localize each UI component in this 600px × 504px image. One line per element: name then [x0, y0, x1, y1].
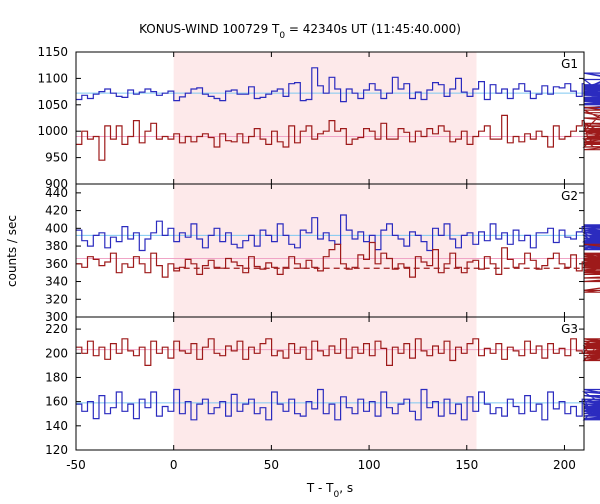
x-tick-label: 0 — [170, 458, 178, 472]
y-tick-label: 300 — [45, 310, 68, 324]
y-tick-label: 1050 — [37, 98, 68, 112]
y-axis-label: counts / sec — [5, 215, 19, 287]
count-rate-histogram — [76, 388, 600, 421]
y-tick-label: 420 — [45, 204, 68, 218]
highlight-interval — [173, 52, 477, 450]
x-tick-label: 50 — [264, 458, 279, 472]
y-tick-label: 120 — [45, 443, 68, 457]
y-tick-label: 360 — [45, 257, 68, 271]
y-tick-label: 380 — [45, 239, 68, 253]
y-tick-label: 1150 — [37, 45, 68, 59]
count-rate-histogram — [76, 241, 600, 293]
y-tick-label: 1100 — [37, 71, 68, 85]
y-tick-label: 900 — [45, 177, 68, 191]
y-tick-label: 340 — [45, 275, 68, 289]
panel-label: G3 — [561, 322, 578, 336]
chart-title: KONUS-WIND 100729 T0 = 42340s UT (11:45:… — [139, 22, 461, 41]
panel-label: G1 — [561, 57, 578, 71]
count-rate-histogram — [76, 106, 600, 161]
panel-label: G2 — [561, 189, 578, 203]
y-tick-label: 440 — [45, 186, 68, 200]
x-axis-label: T - T0, s — [306, 481, 353, 500]
x-tick-label: 150 — [455, 458, 478, 472]
x-tick-label: -50 — [66, 458, 86, 472]
x-tick-label: 100 — [358, 458, 381, 472]
y-tick-label: 320 — [45, 292, 68, 306]
y-tick-label: 200 — [45, 346, 68, 360]
panel-frame — [75, 316, 585, 451]
y-tick-label: 400 — [45, 221, 68, 235]
x-tick-label: 200 — [553, 458, 576, 472]
y-tick-label: 160 — [45, 395, 68, 409]
y-tick-label: 140 — [45, 419, 68, 433]
y-tick-label: 220 — [45, 322, 68, 336]
y-tick-label: 950 — [45, 151, 68, 165]
y-tick-label: 180 — [45, 370, 68, 384]
y-tick-label: 1000 — [37, 124, 68, 138]
count-rate-histogram — [76, 338, 600, 366]
